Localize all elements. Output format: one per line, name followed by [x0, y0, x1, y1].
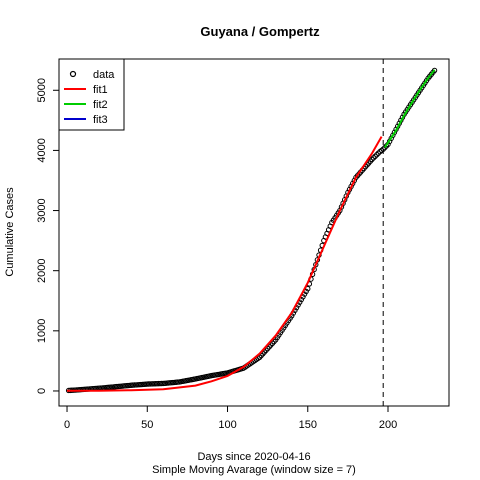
data-point — [374, 152, 380, 158]
x-tick-label: 150 — [299, 419, 317, 431]
x-axis-label: Days since 2020-04-16 — [197, 451, 310, 463]
x-tick-label: 50 — [141, 419, 153, 431]
fit1-line — [66, 136, 383, 392]
fit2-line — [383, 69, 436, 148]
y-axis-label: Cumulative Cases — [4, 187, 16, 277]
data-point — [431, 67, 438, 74]
data-point — [370, 155, 377, 161]
y-tick-label: 0 — [36, 388, 48, 394]
chart-title: Guyana / Gompertz — [200, 24, 320, 39]
legend-label-data: data — [93, 69, 115, 81]
legend-symbol-data — [69, 70, 77, 78]
y-tick-label: 1000 — [36, 319, 48, 343]
data-point — [375, 150, 382, 156]
legend-label-fit2: fit2 — [93, 99, 108, 111]
x-tick-label: 100 — [218, 419, 236, 431]
x-axis: 0 50 100 150 200 — [64, 405, 397, 431]
x-tick-label: 0 — [64, 419, 70, 431]
y-tick-label: 3000 — [36, 198, 48, 222]
y-tick-label: 4000 — [36, 138, 48, 162]
x-axis-sublabel: Simple Moving Avarage (window size = 7) — [152, 464, 356, 476]
legend: data fit1 fit2 fit3 — [58, 58, 125, 131]
data-point — [372, 153, 378, 160]
y-axis: 0 1000 2000 3000 4000 5000 — [36, 78, 60, 394]
data-point — [380, 146, 386, 152]
legend-label-fit1: fit1 — [93, 84, 108, 96]
y-tick-label: 5000 — [36, 78, 48, 102]
data-point — [369, 156, 375, 163]
y-tick-label: 2000 — [36, 258, 48, 282]
data-point — [382, 144, 388, 151]
legend-label-fit3: fit3 — [93, 114, 108, 126]
x-tick-label: 200 — [379, 419, 397, 431]
